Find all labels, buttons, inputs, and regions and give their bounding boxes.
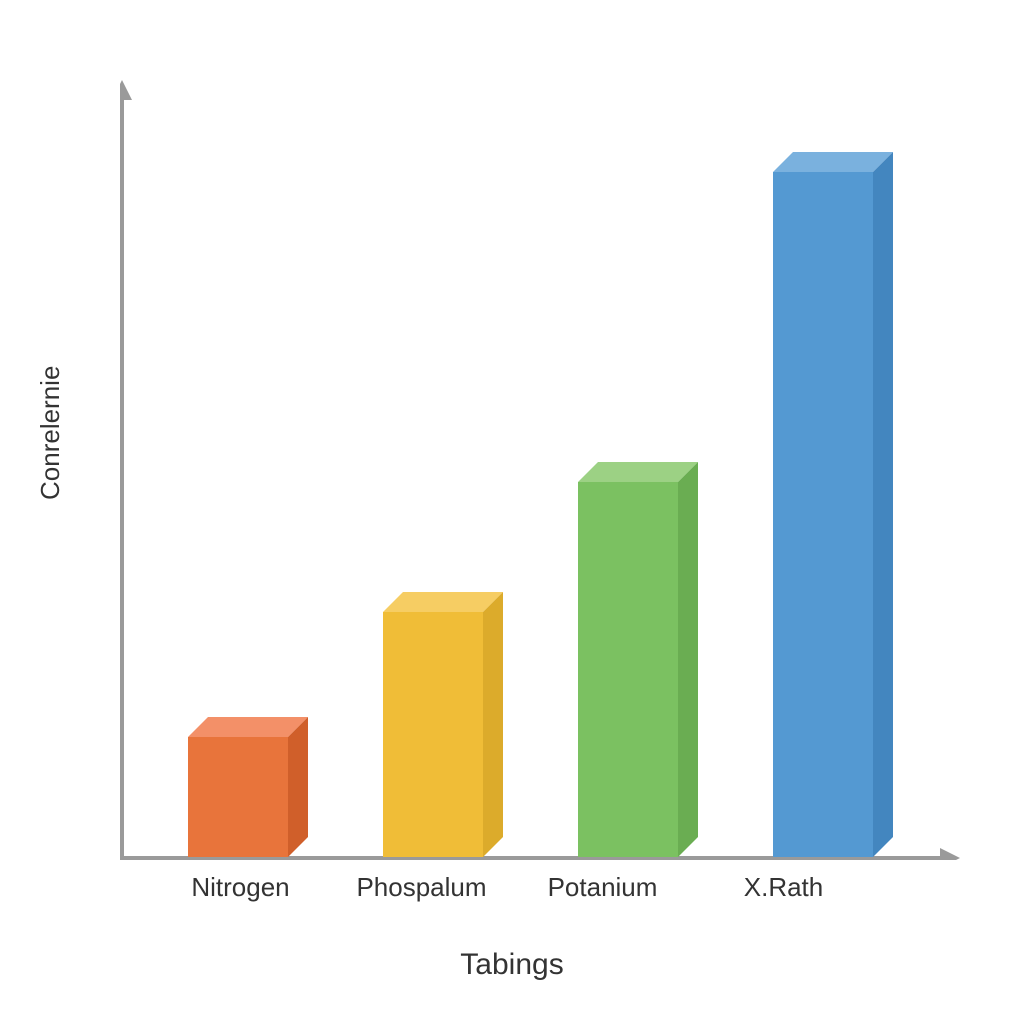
- bar-phospalum: [368, 612, 518, 857]
- cat-label-0: Nitrogen: [166, 872, 316, 903]
- plot-area: [120, 80, 960, 860]
- bar-potanium: [563, 482, 713, 857]
- chart-container: Conrelernie: [0, 0, 1024, 1024]
- category-labels: Nitrogen Phospalum Potanium X.Rath: [150, 872, 874, 903]
- cat-label-3: X.Rath: [709, 872, 859, 903]
- x-axis-label: Tabings: [0, 948, 1024, 982]
- cat-label-1: Phospalum: [347, 872, 497, 903]
- bar-xrath: [758, 172, 908, 857]
- bars-row: [150, 80, 930, 857]
- cat-label-2: Potanium: [528, 872, 678, 903]
- y-axis-label: Conrelernie: [35, 366, 66, 500]
- bar-nitrogen: [173, 737, 323, 857]
